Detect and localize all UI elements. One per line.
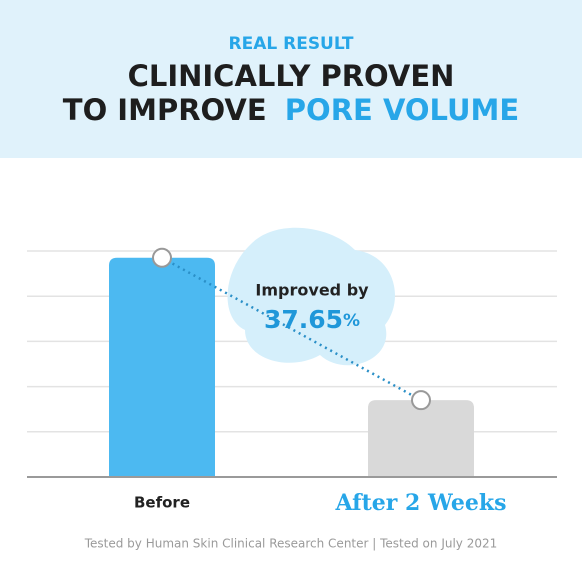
header-band [0, 0, 582, 158]
connector [161, 256, 422, 402]
x-tick-label: After 2 Weeks [334, 490, 506, 516]
title-line: CLINICALLY PROVEN [128, 59, 455, 93]
annotation-number: 37.65 [264, 305, 343, 334]
bar [368, 400, 474, 477]
title-text: TO IMPROVE [63, 93, 267, 127]
annotation-label: Improved by [255, 281, 369, 300]
annotation-unit: % [343, 311, 360, 331]
kicker: REAL RESULT [229, 34, 354, 54]
bar [109, 257, 215, 477]
title-highlight: PORE VOLUME [285, 93, 519, 127]
plot: Before After 2 Weeks Improved by 37.65% [27, 227, 557, 516]
annotation-value: 37.65% [264, 305, 360, 334]
marker-dot [411, 390, 431, 411]
title-line: TO IMPROVE PORE VOLUME [63, 93, 519, 127]
footnote: Tested by Human Skin Clinical Research C… [84, 537, 498, 551]
cloud [227, 227, 395, 366]
x-tick-label: Before [134, 494, 190, 512]
marker-dot [152, 247, 172, 268]
